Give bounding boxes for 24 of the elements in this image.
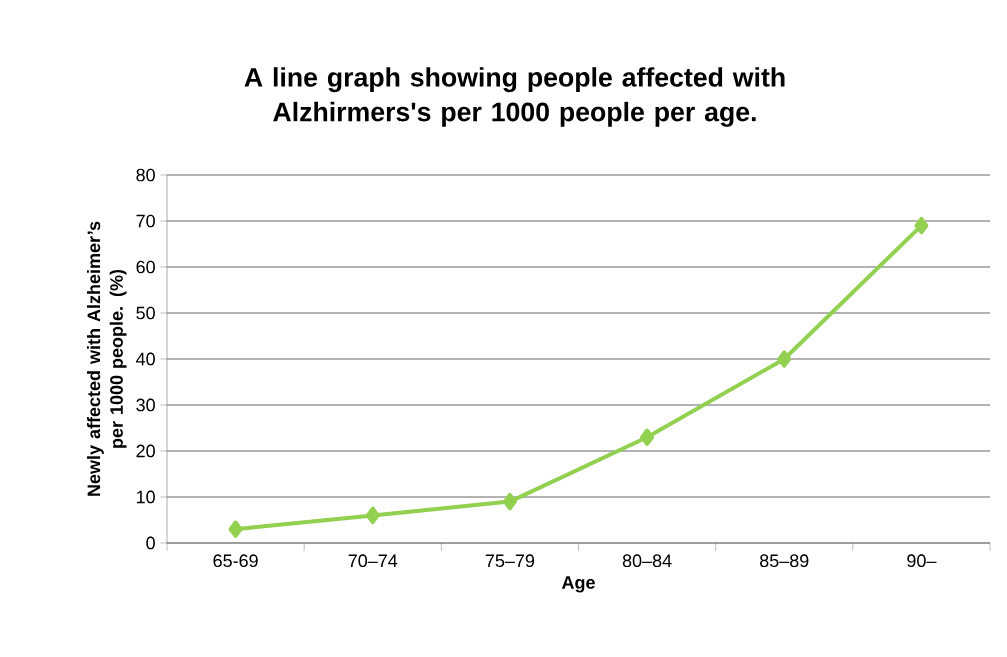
y-axis-title: Newly affected with Alzheimer’s per 1000 people. (%) bbox=[87, 221, 127, 496]
point bbox=[640, 428, 655, 446]
x-tick-label: 80–84 bbox=[622, 554, 672, 568]
point bbox=[365, 506, 380, 525]
point bbox=[502, 492, 517, 511]
x-tick-label: 65-69 bbox=[213, 554, 258, 568]
y-tick-label: 30 bbox=[136, 398, 155, 412]
x-axis-title: Age bbox=[561, 576, 595, 593]
y-tick-label: 10 bbox=[136, 490, 155, 504]
y-tick-label: 0 bbox=[146, 536, 155, 550]
x-tick-label: 90– bbox=[907, 554, 937, 568]
x-tick-label: 70–74 bbox=[348, 554, 398, 568]
x-tick-label: 75–79 bbox=[485, 554, 535, 568]
chart-title: A line graph showing people affected with Alzhirmers's per 1000 people per age. bbox=[244, 67, 785, 127]
y-tick-label: 40 bbox=[136, 352, 155, 366]
point bbox=[777, 350, 792, 368]
y-tick-label: 50 bbox=[136, 306, 155, 320]
point bbox=[228, 520, 243, 538]
y-tick-label: 80 bbox=[136, 168, 155, 182]
y-tick-label: 60 bbox=[136, 260, 155, 274]
x-tick-label: 85–89 bbox=[760, 554, 809, 568]
y-tick-label: 70 bbox=[136, 214, 155, 228]
y-tick-label: 20 bbox=[136, 444, 155, 458]
point bbox=[914, 216, 929, 235]
